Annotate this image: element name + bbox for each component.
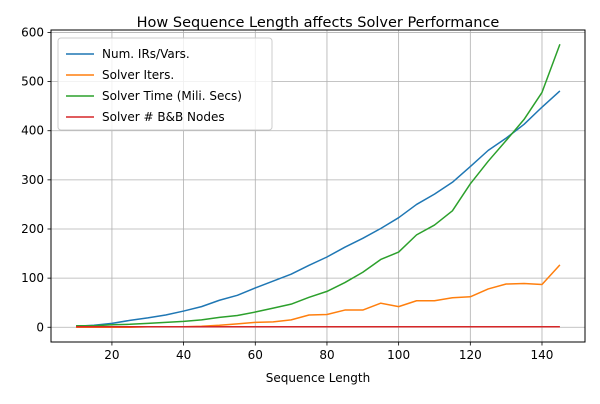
x-tick-label: 140 [531,348,554,362]
x-tick-label: 60 [248,348,263,362]
y-tick-label: 0 [36,320,44,334]
y-tick-label: 400 [21,124,44,138]
x-axis: 20 40 60 80 100 120 140 [104,342,553,362]
legend-label: Solver # B&B Nodes [102,110,225,124]
y-tick-label: 300 [21,173,44,187]
y-tick-label: 200 [21,222,44,236]
y-tick-label: 500 [21,75,44,89]
grid-lines [51,30,585,342]
legend-label: Solver Time (Mili. Secs) [102,89,242,103]
series-line-0 [76,90,561,328]
y-axis: 0 100 200 300 400 500 600 [21,25,51,334]
series-line-2 [76,43,561,327]
legend: Num. IRs/Vars. Solver Iters. Solver Time (… [57,37,273,131]
x-tick-label: 80 [319,348,334,362]
chart-title: How Sequence Length affects Solver Perfo… [137,15,500,31]
legend-box [57,37,273,131]
series-layer [76,43,561,329]
plot-frame [50,29,586,343]
y-tick-label: 100 [21,271,44,285]
x-tick-label: 40 [176,348,191,362]
x-axis-label: Sequence Length [266,371,370,385]
y-tick-label: 600 [21,25,44,39]
legend-label: Num. IRs/Vars. [102,47,190,61]
legend-label: Solver Iters. [102,68,174,82]
x-tick-label: 20 [104,348,119,362]
x-tick-label: 120 [459,348,482,362]
x-tick-label: 100 [387,348,410,362]
